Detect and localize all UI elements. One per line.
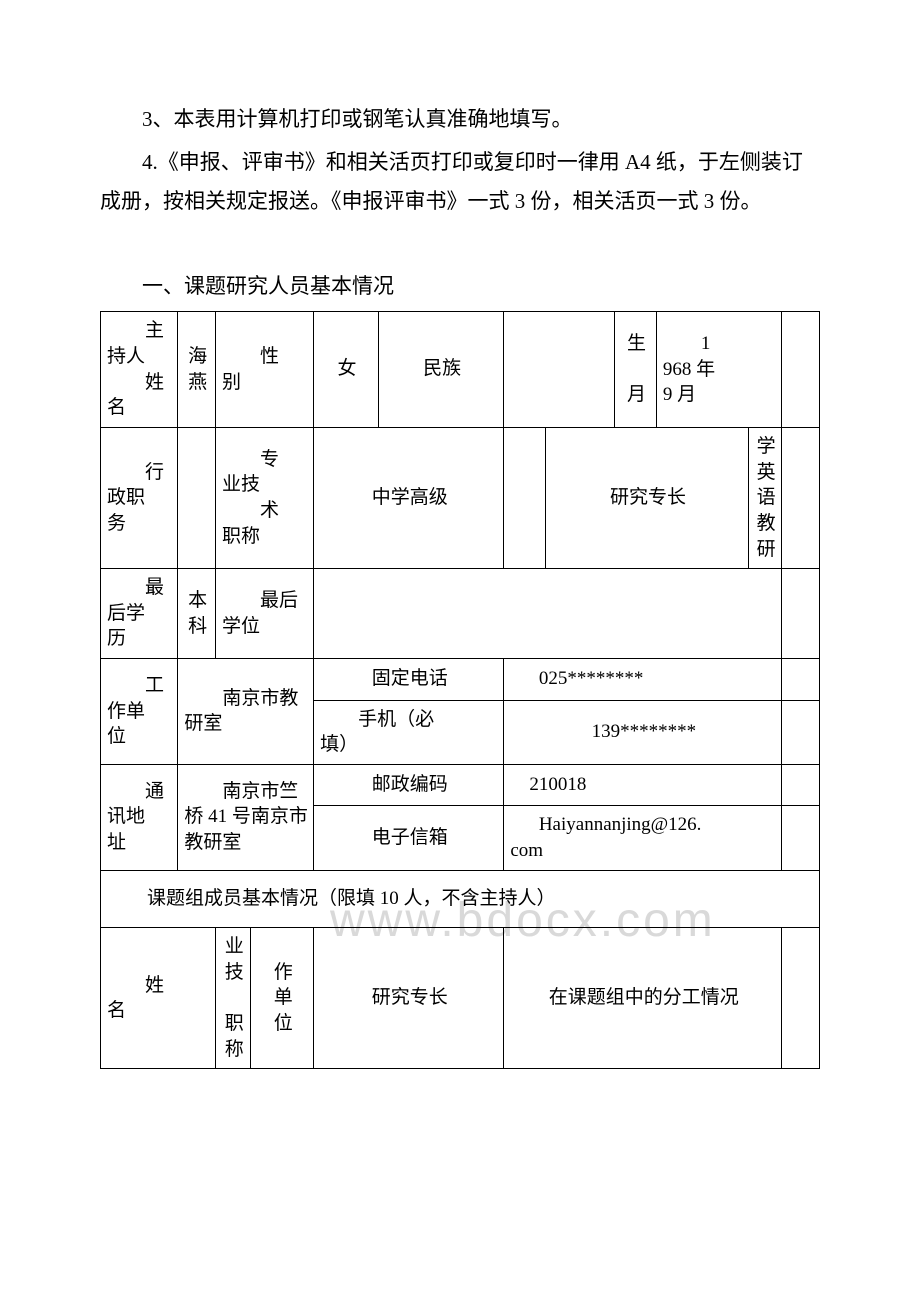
fixed-phone-label: 固定电话 xyxy=(314,659,504,701)
member-title-label: 业技职称 xyxy=(215,928,251,1069)
last-degree-label: 最后学位 xyxy=(215,569,313,659)
work-unit-value: 南京市教研室 xyxy=(178,659,314,765)
mobile-value: 139******** xyxy=(504,700,782,764)
empty-cell xyxy=(782,928,820,1069)
work-unit-label: 工作单位 xyxy=(101,659,178,765)
research-spec-label: 研究专长 xyxy=(546,427,749,568)
ethnicity-value xyxy=(504,312,615,428)
spacer xyxy=(100,225,820,267)
table-row: 最后学历 本科 最后学位 xyxy=(101,569,820,659)
last-edu-value: 本科 xyxy=(178,569,216,659)
host-name-value: 海燕 xyxy=(178,312,216,428)
table-row: 主持人 姓名 海燕 性别 女 民族 生月 1968 年9 月 xyxy=(101,312,820,428)
empty-cell xyxy=(504,427,546,568)
table-row: 通讯地址 南京市竺桥 41 号南京市教研室 邮政编码 210018 xyxy=(101,764,820,806)
table-row: 行政职务 专业技 术职称 中学高级 研究专长 学英语教研 xyxy=(101,427,820,568)
members-columns-row: 姓名 业技职称 作单位 研究专长 在课题组中的分工情况 xyxy=(101,928,820,1069)
ethnicity-label: 民族 xyxy=(378,312,503,428)
pro-title-label: 专业技 术职称 xyxy=(215,427,313,568)
member-unit-label: 作单位 xyxy=(251,928,314,1069)
birth-value: 1968 年9 月 xyxy=(656,312,781,428)
last-edu-label: 最后学历 xyxy=(101,569,178,659)
admin-post-value xyxy=(178,427,216,568)
email-value: Haiyannanjing@126.com xyxy=(504,806,782,870)
member-division-label: 在课题组中的分工情况 xyxy=(504,928,782,1069)
address-value: 南京市竺桥 41 号南京市教研室 xyxy=(178,764,314,870)
section-heading: 一、课题研究人员基本情况 xyxy=(100,267,820,306)
empty-cell xyxy=(782,427,820,568)
empty-cell xyxy=(782,764,820,806)
instruction-paragraph-4: 4.《申报、评审书》和相关活页打印或复印时一律用 A4 纸，于左侧装订成册，按相… xyxy=(100,143,820,221)
empty-cell xyxy=(782,806,820,870)
empty-cell xyxy=(782,569,820,659)
email-label: 电子信箱 xyxy=(314,806,504,870)
admin-post-label: 行政职务 xyxy=(101,427,178,568)
birth-label: 生月 xyxy=(615,312,657,428)
table-row: 工作单位 南京市教研室 固定电话 025******** xyxy=(101,659,820,701)
instruction-paragraph-3: 3、本表用计算机打印或钢笔认真准确地填写。 xyxy=(100,100,820,139)
members-header-row: 课题组成员基本情况（限填 10 人，不含主持人） xyxy=(101,870,820,928)
postcode-value: 210018 xyxy=(504,764,782,806)
members-title: 课题组成员基本情况（限填 10 人，不含主持人） xyxy=(101,870,820,928)
gender-label: 性别 xyxy=(215,312,313,428)
host-name-label: 主持人 姓名 xyxy=(101,312,178,428)
table-container: www.bdocx.com 主持人 姓名 海燕 性别 xyxy=(100,311,820,1069)
personnel-table: 主持人 姓名 海燕 性别 女 民族 生月 1968 年9 月 行政职务 xyxy=(100,311,820,1069)
fixed-phone-value: 025******** xyxy=(504,659,782,701)
empty-cell xyxy=(782,659,820,701)
postcode-label: 邮政编码 xyxy=(314,764,504,806)
empty-cell xyxy=(782,700,820,764)
last-degree-value xyxy=(314,569,782,659)
gender-value: 女 xyxy=(314,312,379,428)
address-label: 通讯地址 xyxy=(101,764,178,870)
pro-title-value: 中学高级 xyxy=(314,427,504,568)
member-name-label: 姓名 xyxy=(101,928,216,1069)
research-spec-value: 学英语教研 xyxy=(748,427,781,568)
member-spec-label: 研究专长 xyxy=(314,928,504,1069)
empty-cell xyxy=(782,312,820,428)
mobile-label: 手机（必填） xyxy=(314,700,504,764)
